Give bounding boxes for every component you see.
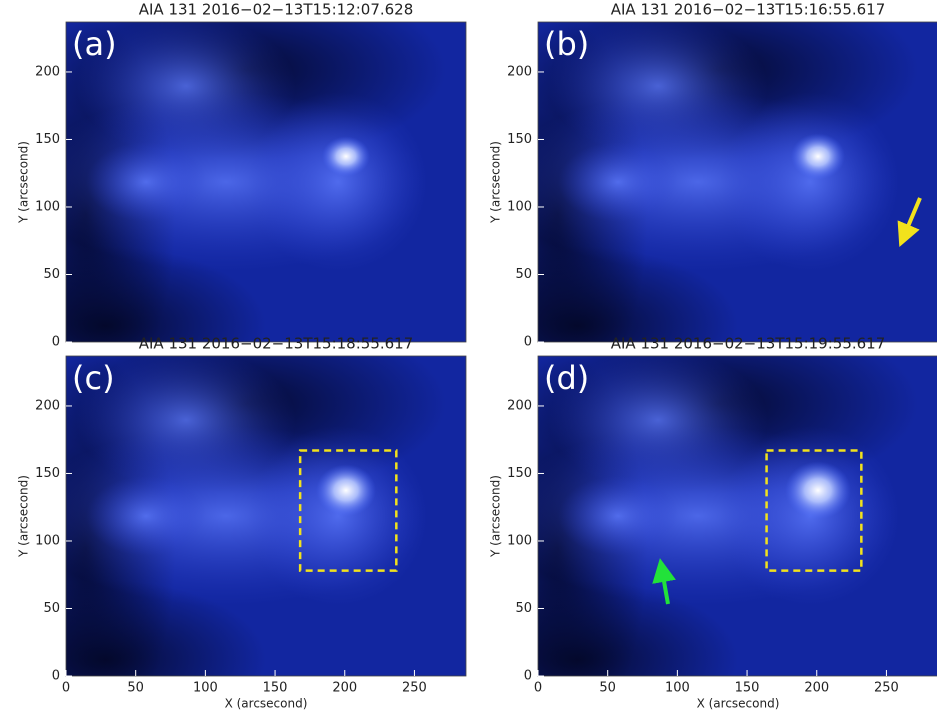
x-tick-label: 150 bbox=[735, 681, 760, 696]
image-feature bbox=[248, 92, 428, 272]
y-tick-label: 200 bbox=[35, 64, 60, 79]
solar-image bbox=[538, 356, 937, 676]
x-tick-label: 250 bbox=[874, 681, 899, 696]
y-tick-label: 50 bbox=[515, 267, 532, 282]
image-feature bbox=[322, 136, 370, 177]
y-tick-label: 100 bbox=[507, 533, 532, 548]
region-box bbox=[298, 449, 398, 572]
arrow bbox=[897, 197, 922, 248]
y-tick-label: 0 bbox=[52, 335, 60, 350]
panel-title: AIA 131 2016−02−13T15:19:55.617 bbox=[611, 335, 886, 353]
image-frame bbox=[65, 21, 467, 343]
y-tick-label: 100 bbox=[35, 199, 60, 214]
y-tick-label: 0 bbox=[524, 669, 532, 684]
x-tick-label: 0 bbox=[534, 681, 542, 696]
x-tick-label: 150 bbox=[263, 681, 288, 696]
panel-title: AIA 131 2016−02−13T15:12:07.628 bbox=[139, 1, 414, 19]
x-tick-label: 100 bbox=[193, 681, 218, 696]
solar-image bbox=[538, 22, 937, 342]
solar-image bbox=[66, 22, 466, 342]
x-tick-label: 100 bbox=[665, 681, 690, 696]
image-feature bbox=[248, 426, 428, 606]
x-tick-label: 250 bbox=[402, 681, 427, 696]
y-tick-label: 200 bbox=[35, 398, 60, 413]
y-tick-label: 150 bbox=[507, 466, 532, 481]
y-tick-label: 100 bbox=[35, 533, 60, 548]
y-tick-label: 150 bbox=[35, 132, 60, 147]
y-tick-label: 150 bbox=[35, 466, 60, 481]
x-axis-label: X (arcsecond) bbox=[697, 697, 780, 711]
y-axis-label: Y (arcsecond) bbox=[17, 475, 31, 558]
solar-image bbox=[66, 356, 466, 676]
image-feature bbox=[86, 476, 206, 556]
y-tick-label: 200 bbox=[507, 398, 532, 413]
panel-label: (d) bbox=[544, 359, 589, 397]
image-feature bbox=[791, 133, 845, 180]
image-feature bbox=[86, 142, 206, 222]
x-tick-label: 50 bbox=[127, 681, 144, 696]
x-tick-label: 200 bbox=[804, 681, 829, 696]
y-tick-label: 0 bbox=[524, 335, 532, 350]
image-feature bbox=[316, 464, 376, 517]
y-axis-label: Y (arcsecond) bbox=[489, 141, 503, 224]
y-tick-label: 100 bbox=[507, 199, 532, 214]
y-tick-label: 150 bbox=[507, 132, 532, 147]
y-axis-label: Y (arcsecond) bbox=[489, 475, 503, 558]
y-tick-label: 50 bbox=[43, 267, 60, 282]
panel-label: (a) bbox=[72, 25, 117, 63]
image-feature bbox=[558, 476, 678, 556]
y-tick-label: 0 bbox=[52, 669, 60, 684]
y-axis-label: Y (arcsecond) bbox=[17, 141, 31, 224]
x-axis-label: X (arcsecond) bbox=[225, 697, 308, 711]
image-frame bbox=[65, 355, 467, 677]
y-tick-label: 200 bbox=[507, 64, 532, 79]
image-feature bbox=[720, 92, 900, 272]
x-tick-label: 0 bbox=[62, 681, 70, 696]
image-feature bbox=[785, 461, 851, 520]
arrow bbox=[652, 558, 676, 605]
image-frame bbox=[537, 355, 937, 677]
panel-title: AIA 131 2016−02−13T15:16:55.617 bbox=[611, 1, 886, 19]
panel-label: (c) bbox=[72, 359, 115, 397]
x-tick-label: 50 bbox=[599, 681, 616, 696]
image-feature bbox=[558, 142, 678, 222]
panel-label: (b) bbox=[544, 25, 589, 63]
panel-title: AIA 131 2016−02−13T15:18:55.617 bbox=[139, 335, 414, 353]
image-frame bbox=[537, 21, 937, 343]
x-tick-label: 200 bbox=[332, 681, 357, 696]
y-tick-label: 50 bbox=[43, 601, 60, 616]
y-tick-label: 50 bbox=[515, 601, 532, 616]
